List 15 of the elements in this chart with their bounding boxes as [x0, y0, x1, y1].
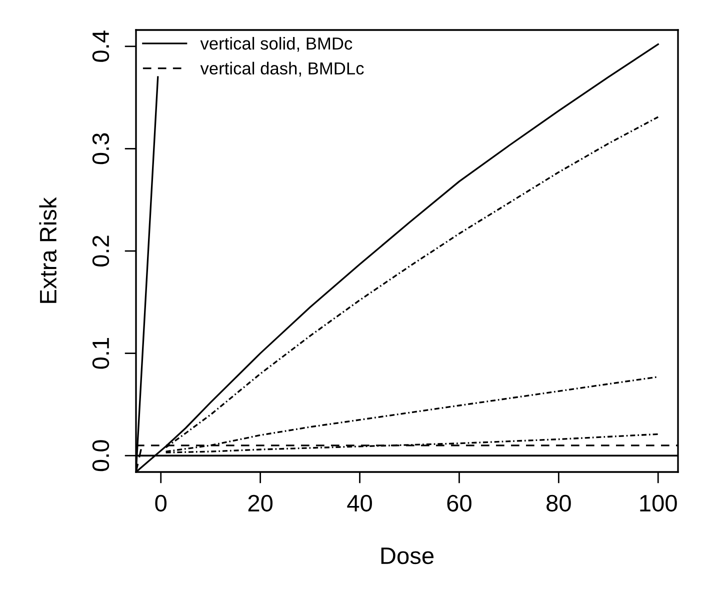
- y-tick-label: 0.4: [92, 30, 110, 62]
- y-axis-title: Extra Risk: [39, 197, 57, 303]
- legend-label: vertical dash, BMDLc: [200, 62, 364, 77]
- y-tick-label: 0.3: [92, 133, 110, 164]
- y-tick-label: 0.1: [92, 338, 110, 369]
- x-tick-label: 80: [546, 494, 571, 512]
- x-tick-label: 20: [248, 494, 273, 512]
- x-axis-title: Dose: [381, 548, 434, 564]
- x-tick-label: 0: [155, 494, 167, 512]
- x-tick-label: 100: [640, 494, 677, 512]
- x-tick-label: 60: [447, 494, 472, 512]
- x-tick-label: 40: [347, 494, 372, 512]
- y-tick-label: 0.0: [92, 440, 110, 472]
- y-tick-label: 0.2: [92, 236, 110, 266]
- legend-label: vertical solid, BMDc: [200, 36, 352, 52]
